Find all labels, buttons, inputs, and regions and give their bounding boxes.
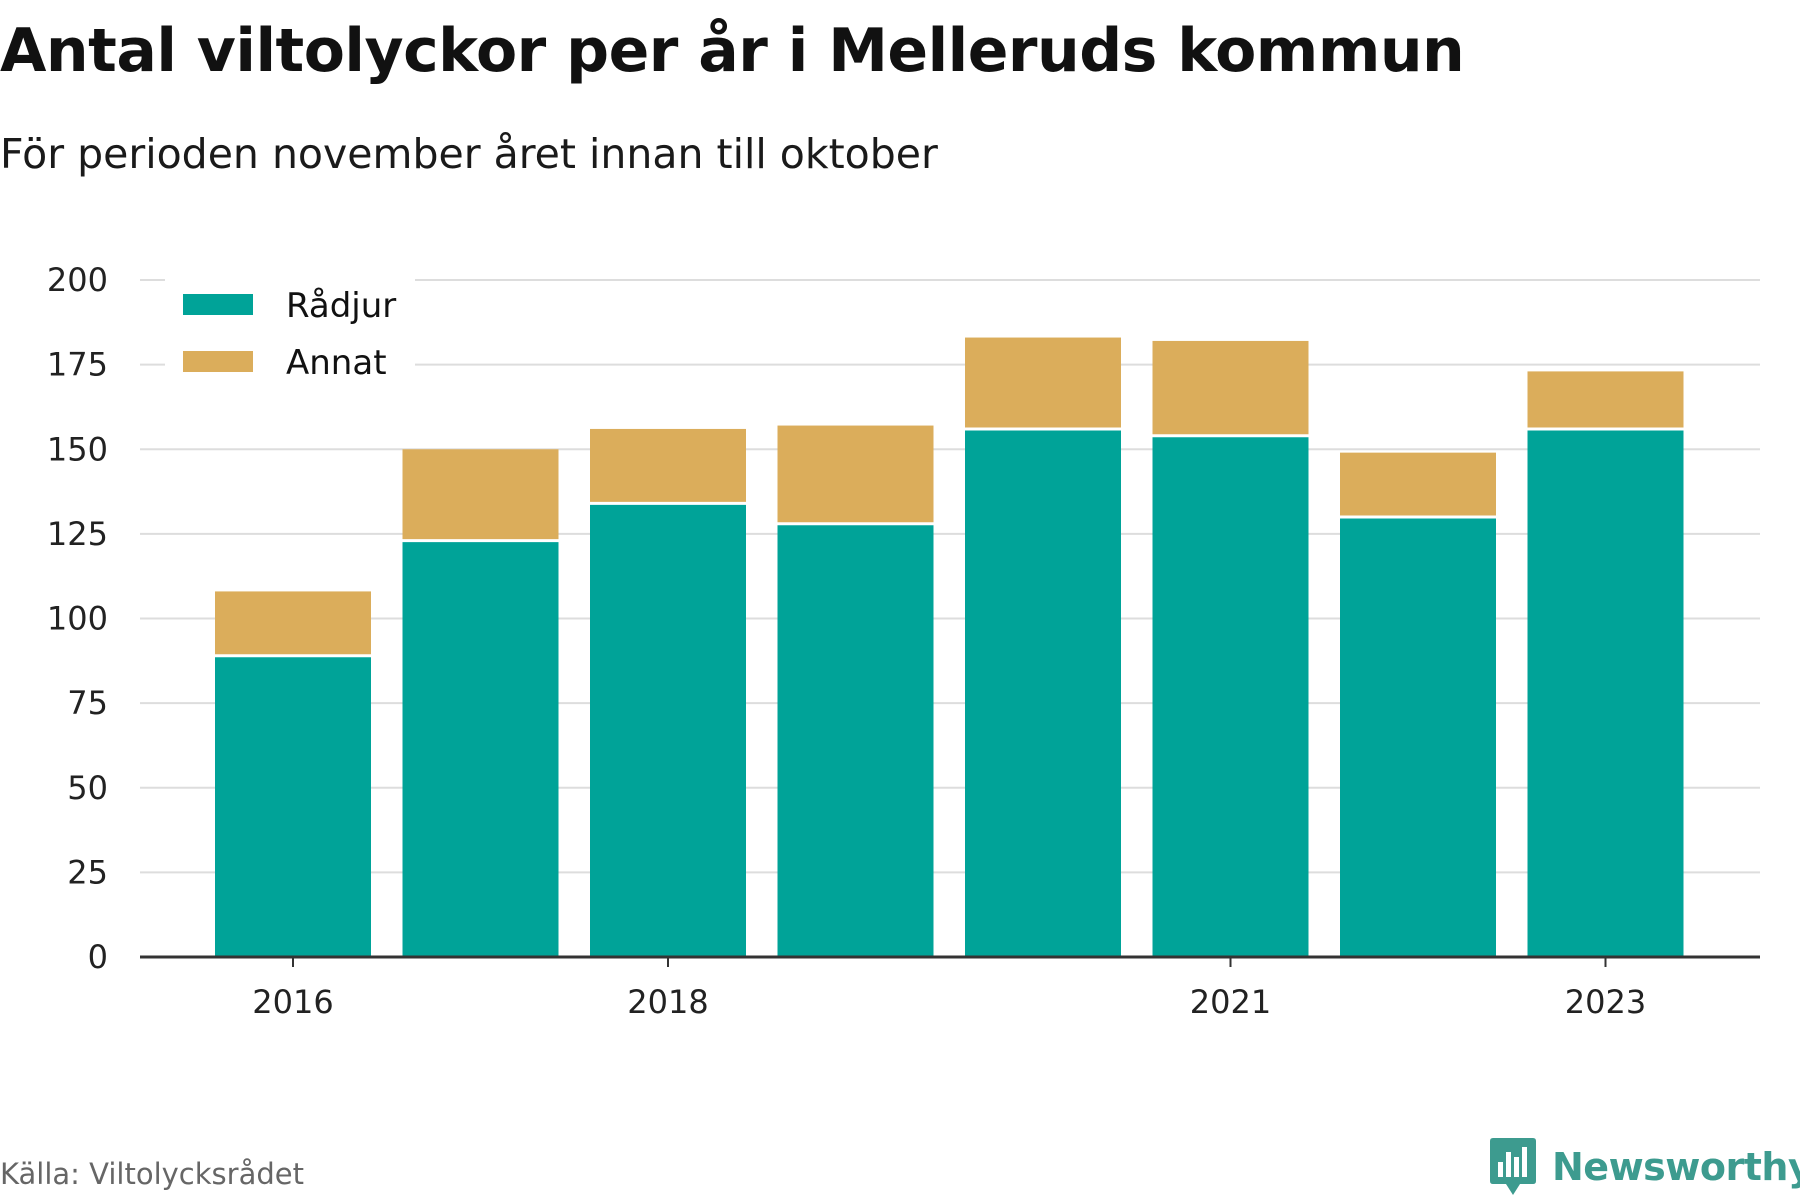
legend-swatch-annat: [183, 351, 253, 372]
bar-segment-annat: [1340, 452, 1496, 517]
chart-subtitle: För perioden november året innan till ok…: [0, 130, 938, 178]
y-tick-label: 0: [88, 938, 108, 976]
bar-segment-radjur: [1527, 428, 1684, 957]
x-tick-label: 2016: [252, 983, 333, 1021]
bar-segment-annat: [1527, 371, 1684, 429]
legend: Rådjur Annat: [165, 278, 415, 390]
y-tick-label: 200: [47, 261, 108, 299]
bar-segment-radjur: [590, 503, 746, 957]
bar-segment-radjur: [215, 655, 371, 957]
legend-swatch-radjur: [183, 294, 253, 315]
legend-label-annat: Annat: [286, 343, 387, 383]
brand-name: Newsworthy: [1552, 1145, 1800, 1189]
y-tick-label: 175: [47, 346, 108, 384]
brand-logo: Newsworthy: [1490, 1138, 1800, 1196]
bars: [215, 337, 1684, 958]
x-tick-label: 2021: [1190, 983, 1271, 1021]
bar-segment-annat: [215, 591, 371, 656]
y-tick-label: 150: [47, 430, 108, 468]
bar-segment-annat: [965, 337, 1121, 429]
bar-segment-radjur: [1340, 516, 1496, 957]
newsworthy-logo-icon: [1490, 1138, 1536, 1195]
y-tick-label: 100: [47, 600, 108, 638]
bar-segment-annat: [1152, 340, 1309, 436]
bar-segment-radjur: [777, 523, 934, 957]
source-note: Källa: Viltolycksrådet: [0, 1157, 304, 1191]
y-tick-label: 125: [47, 515, 108, 553]
legend-label-radjur: Rådjur: [286, 286, 396, 326]
x-tick-label: 2018: [627, 983, 708, 1021]
y-tick-label: 75: [67, 684, 108, 722]
bar-segment-annat: [777, 425, 934, 524]
bar-segment-annat: [590, 428, 746, 504]
x-tick-label: 2023: [1565, 983, 1646, 1021]
bar-segment-annat: [402, 449, 559, 541]
y-axis-labels: 0 25 50 75 100 125 150 175 200: [47, 261, 108, 976]
x-axis-labels: 2016 2018 2021 2023: [252, 957, 1646, 1021]
bar-segment-radjur: [965, 428, 1121, 957]
bar-segment-radjur: [402, 540, 559, 957]
y-tick-label: 50: [67, 769, 108, 807]
chart-title: Antal viltolyckor per år i Melleruds kom…: [0, 16, 1465, 86]
bar-segment-radjur: [1152, 435, 1309, 958]
y-tick-label: 25: [67, 853, 108, 891]
